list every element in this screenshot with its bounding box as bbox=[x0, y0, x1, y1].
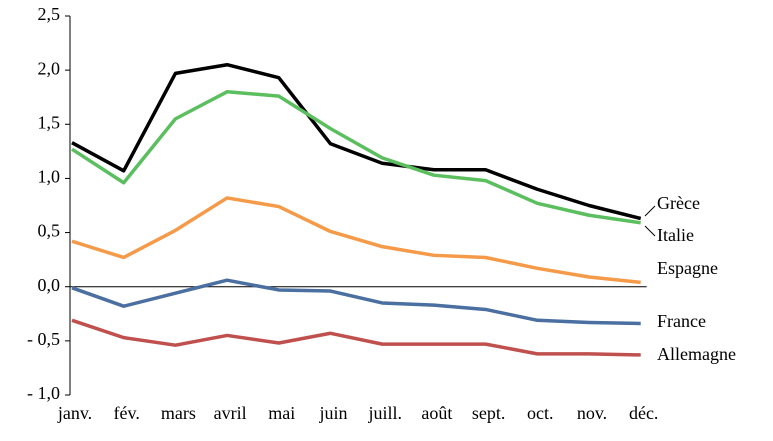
y-tick-label: 0,5 bbox=[38, 221, 61, 241]
x-tick-label: oct. bbox=[527, 403, 554, 423]
x-tick-label: avril bbox=[214, 403, 247, 423]
y-tick-label: 1,5 bbox=[38, 112, 61, 132]
leader-line bbox=[644, 205, 656, 217]
y-tick-label: 2,0 bbox=[38, 58, 61, 78]
x-tick-label: déc. bbox=[629, 403, 658, 423]
x-tick-label: août bbox=[421, 403, 452, 423]
series-line bbox=[71, 196, 641, 285]
series-line bbox=[71, 62, 642, 221]
x-tick-label: juill. bbox=[367, 403, 402, 423]
legend-label: Italie bbox=[657, 225, 694, 245]
legend-label: Grèce bbox=[657, 193, 700, 213]
leader-line bbox=[644, 225, 656, 237]
series-line bbox=[71, 90, 641, 225]
legend-label: Allemagne bbox=[657, 344, 736, 364]
series-line bbox=[71, 278, 641, 326]
y-tick-label: - 1,0 bbox=[27, 383, 60, 403]
x-tick-label: nov. bbox=[577, 403, 607, 423]
series-line bbox=[71, 318, 641, 357]
x-tick-label: juin bbox=[318, 403, 347, 423]
y-tick-label: 2,5 bbox=[38, 4, 61, 24]
x-tick-label: fév. bbox=[114, 403, 140, 423]
x-tick-label: sept. bbox=[472, 403, 506, 423]
x-tick-label: mars bbox=[161, 403, 196, 423]
legend-label: Espagne bbox=[657, 258, 718, 278]
y-tick-label: - 0,5 bbox=[27, 329, 60, 349]
y-tick-label: 0,0 bbox=[38, 275, 61, 295]
x-tick-label: janv. bbox=[57, 403, 92, 423]
legend-label: France bbox=[657, 311, 706, 331]
x-tick-label: mai bbox=[268, 403, 295, 423]
y-tick-label: 1,0 bbox=[38, 167, 61, 187]
